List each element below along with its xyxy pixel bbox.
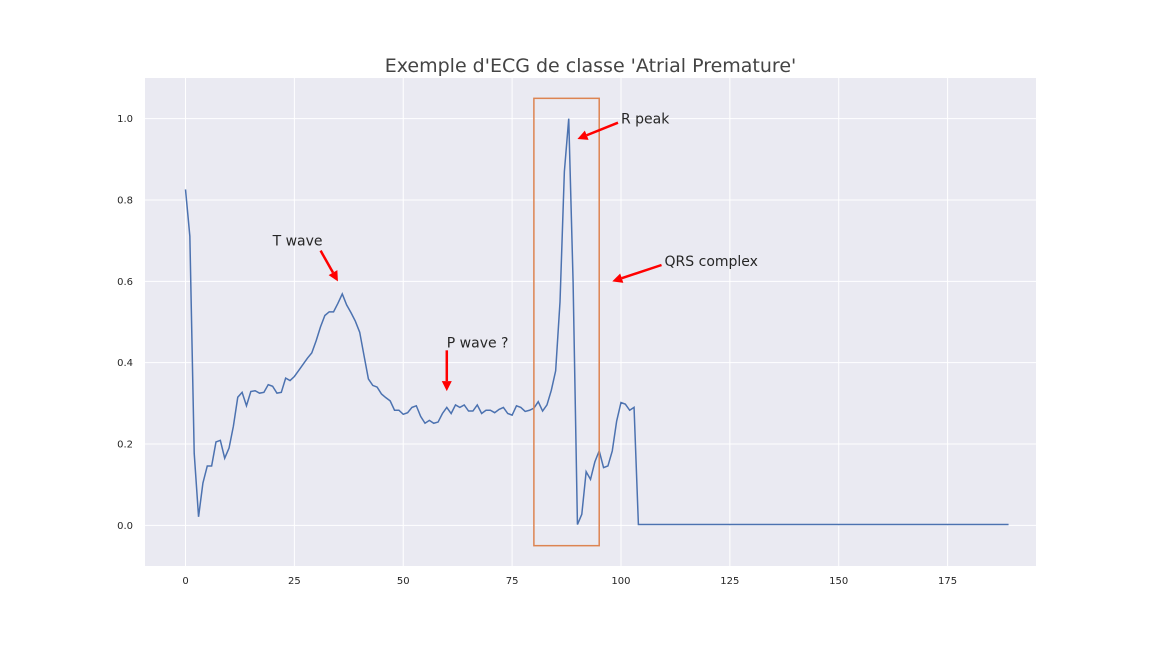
annotation-arrow [319, 250, 335, 274]
annotation-label: T wave [272, 234, 323, 250]
qrs-highlight-box [533, 97, 600, 547]
annotation-label: R peak [621, 112, 670, 128]
x-tick-label: 25 [288, 576, 301, 587]
series-line [184, 118, 1009, 526]
x-tick-label: 175 [938, 576, 957, 587]
y-tick-label: 0.8 [117, 196, 133, 207]
y-tick-label: 0.0 [117, 521, 133, 532]
x-tick-label: 150 [829, 576, 848, 587]
x-axis: 0 25 50 75 100 125 150 175 [182, 576, 957, 587]
annotation-arrow [586, 121, 619, 137]
annotation-arrow [621, 263, 662, 280]
x-tick-label: 125 [720, 576, 739, 587]
annotations: R peak T wave QRS complex P wave ? [272, 112, 758, 392]
x-tick-label: 50 [397, 576, 410, 587]
annotation-label: QRS complex [665, 254, 758, 270]
x-tick-label: 100 [611, 576, 630, 587]
x-tick-label: 75 [506, 576, 519, 587]
y-tick-label: 0.4 [117, 358, 133, 369]
annotation: QRS complex [612, 254, 758, 283]
plot-area [145, 78, 1036, 566]
x-tick-label: 0 [182, 576, 188, 587]
y-axis: 0.0 0.2 0.4 0.6 0.8 1.0 [117, 114, 133, 532]
y-tick-label: 0.6 [117, 277, 133, 288]
annotation-arrowhead [441, 381, 452, 392]
annotation-arrowhead [612, 273, 624, 283]
chart-title: Exemple d'ECG de classe 'Atrial Prematur… [385, 55, 796, 77]
annotation-arrowhead [328, 270, 338, 282]
annotation: T wave [272, 234, 338, 282]
annotation: R peak [577, 112, 670, 140]
annotation-label: P wave ? [447, 335, 509, 351]
annotation-arrowhead [577, 130, 589, 140]
annotation: P wave ? [441, 335, 509, 392]
y-tick-label: 1.0 [117, 114, 133, 125]
y-tick-label: 0.2 [117, 440, 133, 451]
grid [145, 78, 1036, 566]
